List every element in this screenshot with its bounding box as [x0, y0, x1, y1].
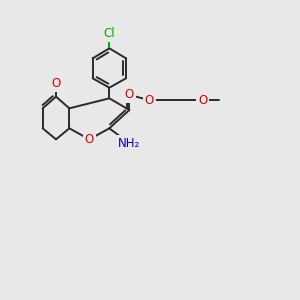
Text: Cl: Cl [103, 27, 115, 40]
Text: O: O [51, 77, 61, 90]
Text: O: O [145, 94, 154, 106]
Text: O: O [198, 94, 207, 106]
Text: O: O [125, 88, 134, 101]
Text: O: O [85, 133, 94, 146]
Text: NH₂: NH₂ [118, 137, 140, 150]
